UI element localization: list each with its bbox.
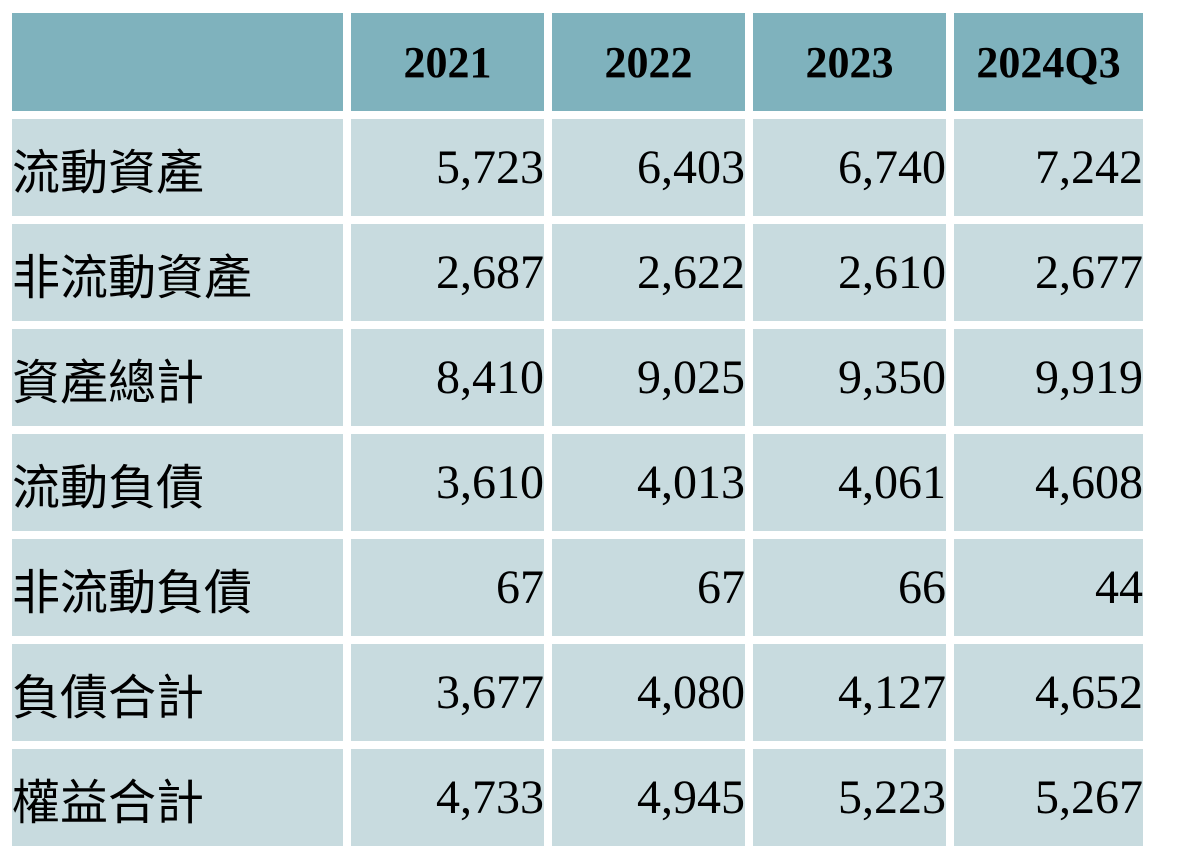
table-row-noncurrent-liabilities: 非流動負債 67 67 66 44 bbox=[12, 539, 1143, 636]
cell-value: 4,061 bbox=[753, 434, 946, 531]
financial-table: 2021 2022 2023 2024Q3 流動資產 5,723 6,403 6… bbox=[4, 5, 1151, 854]
cell-value: 8,410 bbox=[351, 329, 544, 426]
cell-value: 3,677 bbox=[351, 644, 544, 741]
row-label: 流動負債 bbox=[12, 434, 343, 531]
column-header-2023: 2023 bbox=[753, 13, 946, 111]
table-row-noncurrent-assets: 非流動資產 2,687 2,622 2,610 2,677 bbox=[12, 224, 1143, 321]
cell-value: 4,608 bbox=[954, 434, 1143, 531]
row-label: 非流動資產 bbox=[12, 224, 343, 321]
cell-value: 67 bbox=[351, 539, 544, 636]
cell-value: 4,013 bbox=[552, 434, 745, 531]
cell-value: 9,025 bbox=[552, 329, 745, 426]
row-label: 流動資產 bbox=[12, 119, 343, 216]
cell-value: 4,945 bbox=[552, 749, 745, 846]
cell-value: 2,622 bbox=[552, 224, 745, 321]
table-row-total-equity: 權益合計 4,733 4,945 5,223 5,267 bbox=[12, 749, 1143, 846]
cell-value: 6,403 bbox=[552, 119, 745, 216]
table-row-total-assets: 資產總計 8,410 9,025 9,350 9,919 bbox=[12, 329, 1143, 426]
cell-value: 5,223 bbox=[753, 749, 946, 846]
row-label: 負債合計 bbox=[12, 644, 343, 741]
column-header-2021: 2021 bbox=[351, 13, 544, 111]
cell-value: 4,652 bbox=[954, 644, 1143, 741]
cell-value: 5,267 bbox=[954, 749, 1143, 846]
table-row-current-assets: 流動資產 5,723 6,403 6,740 7,242 bbox=[12, 119, 1143, 216]
cell-value: 2,677 bbox=[954, 224, 1143, 321]
cell-value: 9,350 bbox=[753, 329, 946, 426]
row-label: 權益合計 bbox=[12, 749, 343, 846]
row-label: 資產總計 bbox=[12, 329, 343, 426]
cell-value: 2,687 bbox=[351, 224, 544, 321]
cell-value: 9,919 bbox=[954, 329, 1143, 426]
table-row-total-liabilities: 負債合計 3,677 4,080 4,127 4,652 bbox=[12, 644, 1143, 741]
column-header-2024q3: 2024Q3 bbox=[954, 13, 1143, 111]
column-header-2022: 2022 bbox=[552, 13, 745, 111]
cell-value: 4,733 bbox=[351, 749, 544, 846]
cell-value: 67 bbox=[552, 539, 745, 636]
cell-value: 5,723 bbox=[351, 119, 544, 216]
cell-value: 7,242 bbox=[954, 119, 1143, 216]
row-label: 非流動負債 bbox=[12, 539, 343, 636]
cell-value: 2,610 bbox=[753, 224, 946, 321]
cell-value: 3,610 bbox=[351, 434, 544, 531]
cell-value: 4,127 bbox=[753, 644, 946, 741]
cell-value: 44 bbox=[954, 539, 1143, 636]
cell-value: 66 bbox=[753, 539, 946, 636]
cell-value: 4,080 bbox=[552, 644, 745, 741]
corner-cell bbox=[12, 13, 343, 111]
header-row: 2021 2022 2023 2024Q3 bbox=[12, 13, 1143, 111]
table-row-current-liabilities: 流動負債 3,610 4,013 4,061 4,608 bbox=[12, 434, 1143, 531]
cell-value: 6,740 bbox=[753, 119, 946, 216]
